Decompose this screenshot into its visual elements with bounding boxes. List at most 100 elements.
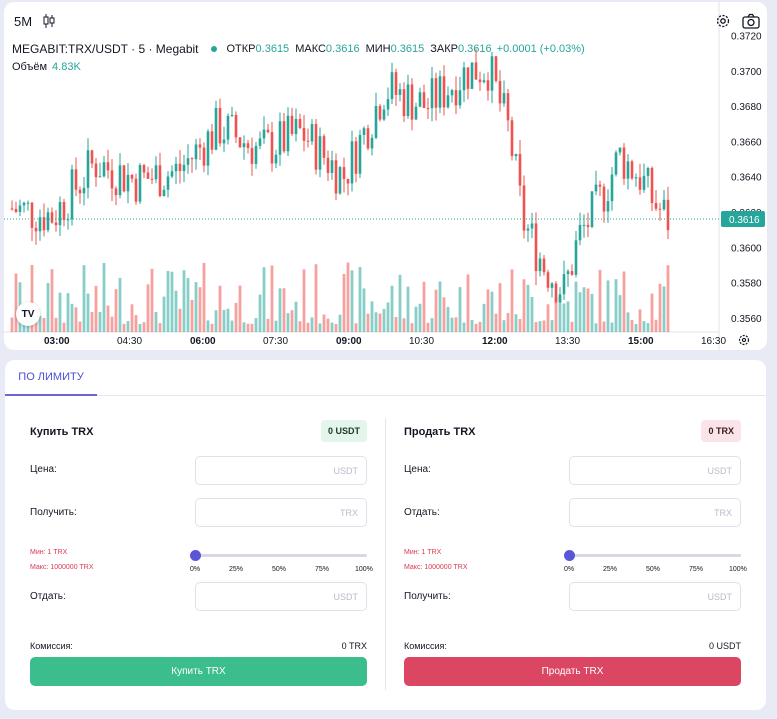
volume-bar bbox=[198, 287, 202, 332]
volume-bar bbox=[550, 320, 554, 332]
candle-body bbox=[510, 120, 514, 157]
buy-tick-100[interactable]: 100% bbox=[355, 566, 373, 573]
candle-body bbox=[214, 107, 218, 150]
sell-receive-label: Получить: bbox=[404, 591, 451, 602]
volume-bar bbox=[566, 301, 570, 332]
sell-button[interactable]: Продать TRX bbox=[404, 657, 741, 686]
volume-bar bbox=[558, 296, 562, 332]
sell-tick-0[interactable]: 0% bbox=[564, 566, 575, 573]
volume-bar bbox=[410, 323, 414, 332]
volume-bar bbox=[418, 303, 422, 332]
candle-body bbox=[386, 99, 390, 110]
candle-body bbox=[154, 165, 158, 180]
open-label: ОТКР bbox=[226, 43, 256, 55]
time-axis[interactable]: 03:00 04:30 06:00 07:30 09:00 10:30 12:00 13:30… bbox=[44, 336, 726, 347]
candle-body bbox=[486, 80, 490, 91]
sell-receive-field[interactable] bbox=[569, 582, 741, 611]
buy-slider-track[interactable] bbox=[195, 554, 367, 557]
price-tick-label: 0.3600 bbox=[731, 243, 762, 254]
volume-bar bbox=[210, 323, 214, 332]
volume-bar bbox=[194, 282, 198, 332]
ohlc-legend: MEGABIT:TRX/USDT · 5 · Megabit ОТКР 0.361… bbox=[12, 42, 585, 56]
volume-bar bbox=[58, 292, 62, 332]
sell-tick-75[interactable]: 75% bbox=[689, 566, 704, 573]
volume-bar bbox=[174, 290, 178, 332]
price-chart[interactable]: 0.37200.37000.36800.36600.36400.36200.36… bbox=[4, 2, 767, 350]
buy-slider-thumb[interactable] bbox=[190, 550, 201, 561]
candle-body bbox=[86, 150, 90, 188]
candle-body bbox=[82, 187, 86, 194]
buy-price-input[interactable] bbox=[196, 457, 366, 484]
candle-body bbox=[610, 174, 614, 202]
candle-body bbox=[438, 76, 442, 108]
candle-body bbox=[338, 167, 342, 194]
volume-bar bbox=[446, 306, 450, 332]
volume-bar bbox=[362, 288, 366, 332]
volume-bar bbox=[170, 271, 174, 332]
buy-receive-field[interactable] bbox=[195, 498, 367, 527]
tradingview-logo[interactable]: TV bbox=[16, 302, 40, 326]
sell-give-input[interactable] bbox=[570, 499, 740, 526]
candlestick-icon[interactable] bbox=[42, 13, 56, 34]
sell-tick-100[interactable]: 100% bbox=[729, 566, 747, 573]
buy-tick-75[interactable]: 75% bbox=[315, 566, 330, 573]
sell-tick-50[interactable]: 50% bbox=[646, 566, 661, 573]
buy-price-field[interactable] bbox=[195, 456, 367, 485]
candle-body bbox=[490, 56, 494, 91]
sell-amount-slider[interactable] bbox=[564, 550, 741, 562]
volume-bar bbox=[38, 315, 42, 332]
volume-bar bbox=[498, 283, 502, 332]
chart-widget[interactable]: 0.37200.37000.36800.36600.36400.36200.36… bbox=[4, 2, 767, 350]
candle-body bbox=[258, 138, 262, 146]
candle-body bbox=[274, 154, 278, 164]
high-value: 0.3616 bbox=[325, 43, 360, 55]
axis-settings-icon[interactable] bbox=[738, 334, 750, 346]
sell-slider-thumb[interactable] bbox=[564, 550, 575, 561]
candle-body bbox=[538, 258, 542, 272]
sell-tick-25[interactable]: 25% bbox=[603, 566, 618, 573]
interval-button[interactable]: 5M bbox=[14, 14, 33, 29]
candle-body bbox=[622, 147, 626, 179]
buy-receive-input[interactable] bbox=[196, 499, 366, 526]
volume-bar bbox=[630, 320, 634, 332]
camera-icon[interactable] bbox=[742, 13, 760, 34]
sell-price-field[interactable] bbox=[569, 456, 741, 485]
price-axis[interactable]: 0.37200.37000.36800.36600.36400.36200.36… bbox=[731, 32, 762, 325]
sell-receive-input[interactable] bbox=[570, 583, 740, 610]
time-tick-label: 06:00 bbox=[190, 336, 216, 347]
volume-bar bbox=[266, 318, 270, 332]
volume-bar bbox=[102, 262, 106, 332]
buy-tick-0[interactable]: 0% bbox=[190, 566, 201, 573]
candle-body bbox=[310, 124, 314, 142]
buy-tick-25[interactable]: 25% bbox=[229, 566, 244, 573]
close-value: 0.3616 bbox=[457, 43, 492, 55]
candles bbox=[10, 48, 670, 304]
volume-bar bbox=[514, 314, 518, 332]
buy-tick-50[interactable]: 50% bbox=[272, 566, 287, 573]
sell-price-input[interactable] bbox=[570, 457, 740, 484]
time-tick-label: 10:30 bbox=[409, 336, 434, 347]
volume-bar bbox=[202, 262, 206, 332]
sell-slider-track[interactable] bbox=[569, 554, 741, 557]
buy-give-input[interactable] bbox=[196, 583, 366, 610]
sell-give-field[interactable] bbox=[569, 498, 741, 527]
time-tick-label: 15:00 bbox=[628, 336, 654, 347]
buy-amount-slider[interactable] bbox=[190, 550, 367, 562]
candle-body bbox=[478, 79, 482, 83]
volume-bar bbox=[110, 316, 114, 332]
volume-bar bbox=[486, 289, 490, 332]
candle-body bbox=[66, 219, 70, 221]
symbol-title[interactable]: MEGABIT:TRX/USDT · 5 · Megabit bbox=[12, 42, 199, 56]
volume-bar bbox=[290, 310, 294, 332]
volume-bar bbox=[46, 282, 50, 332]
sell-balance-badge: 0 TRX bbox=[701, 420, 741, 442]
candle-body bbox=[190, 158, 194, 160]
gear-icon[interactable] bbox=[715, 13, 731, 34]
candle-body bbox=[174, 163, 178, 172]
candle-body bbox=[418, 92, 422, 107]
high-label: МАКС bbox=[295, 43, 326, 55]
volume-bar bbox=[426, 322, 430, 332]
tab-limit[interactable]: ПО ЛИМИТУ bbox=[5, 360, 97, 396]
buy-button[interactable]: Купить TRX bbox=[30, 657, 367, 686]
buy-give-field[interactable] bbox=[195, 582, 367, 611]
